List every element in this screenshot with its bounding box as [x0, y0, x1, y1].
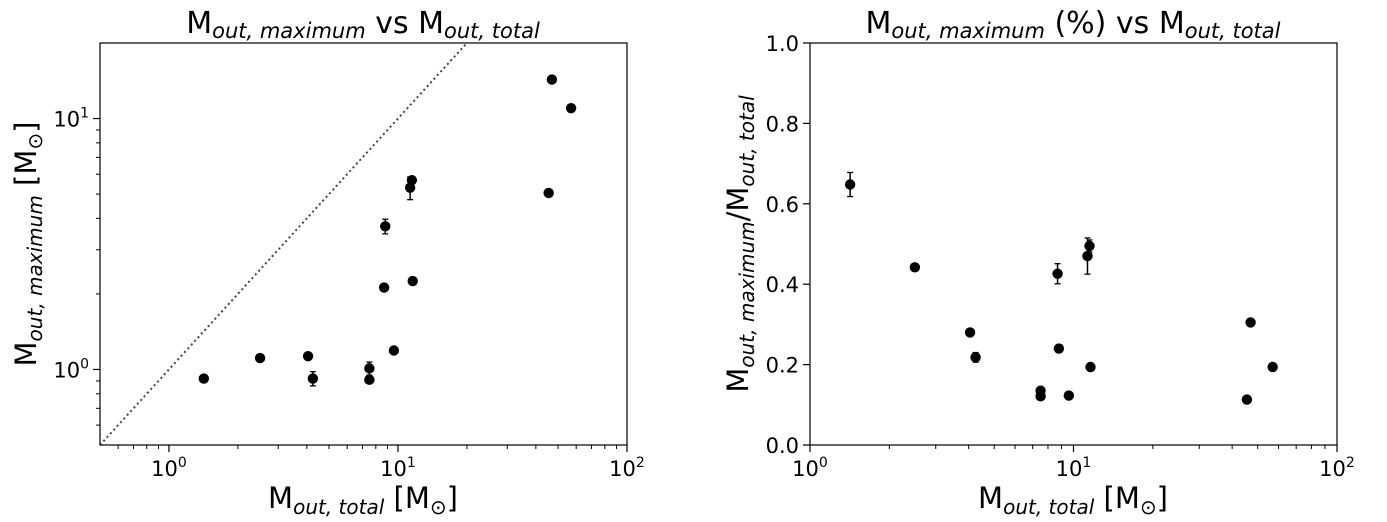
- left-marker: [543, 187, 554, 199]
- left-data-point: [307, 371, 319, 387]
- left-y-tick-label: 101: [53, 106, 89, 132]
- left-data-point: [407, 275, 418, 287]
- left-x-axis-label: Mout, total [M⊙]: [268, 481, 458, 519]
- right-marker: [1085, 361, 1096, 373]
- right-x-ticks: 100 101 102: [792, 455, 1355, 481]
- right-marker: [1035, 391, 1046, 402]
- right-data-point: [1085, 361, 1096, 373]
- right-chart: Mout, maximum (%) vs Mout, total 100 101…: [721, 6, 1355, 519]
- right-x-tick-label: 101: [1056, 455, 1092, 481]
- right-data-point: [970, 351, 981, 363]
- left-data-point: [198, 373, 210, 384]
- left-x-tick-label: 102: [609, 455, 645, 481]
- left-x-ticks: 100 101 102: [151, 455, 645, 481]
- left-marker: [364, 374, 375, 385]
- left-data-point: [380, 218, 391, 235]
- right-y-tick-label: 0.4: [766, 273, 799, 297]
- left-marker: [302, 350, 314, 362]
- left-x-tick-label: 101: [380, 455, 416, 481]
- right-data-point: [1245, 317, 1256, 328]
- right-marker: [1063, 390, 1075, 401]
- left-y-axis-label: Mout, maximum [M⊙]: [9, 122, 47, 367]
- left-data-point: [546, 74, 558, 85]
- right-data-point: [1084, 239, 1095, 253]
- left-marker: [254, 352, 266, 364]
- left-marker: [388, 345, 400, 356]
- left-y-tick-label: 100: [53, 356, 89, 382]
- right-marker: [1084, 240, 1095, 252]
- left-data-point: [406, 174, 418, 186]
- left-marker: [198, 373, 210, 384]
- right-data-point: [1053, 343, 1065, 354]
- left-plot-area: [99, 42, 628, 446]
- right-marker: [970, 352, 981, 363]
- left-tick-marks: [93, 117, 628, 452]
- right-y-tick-label: 0.6: [766, 193, 799, 217]
- right-marker: [1052, 268, 1063, 279]
- right-y-tick-label: 1.0: [766, 32, 799, 56]
- left-data-point: [378, 282, 390, 293]
- left-marker: [565, 102, 577, 114]
- right-points: [844, 171, 1278, 405]
- right-x-tick-label: 102: [1319, 455, 1355, 481]
- left-data-point: [302, 350, 314, 362]
- right-data-point: [909, 262, 921, 273]
- right-marker: [1053, 343, 1065, 354]
- left-data-point: [565, 102, 577, 114]
- left-marker: [364, 363, 375, 374]
- left-axes-frame: [99, 42, 628, 446]
- left-points: [198, 74, 577, 387]
- right-x-tick-label: 100: [792, 455, 828, 481]
- left-chart-title: Mout, maximum vs Mout, total: [186, 6, 540, 43]
- left-data-point: [254, 352, 266, 364]
- left-marker: [380, 221, 391, 232]
- left-marker: [407, 275, 418, 287]
- right-marker: [1267, 361, 1278, 373]
- right-y-ticks: 0.0 0.2 0.4 0.6 0.8 1.0: [766, 32, 799, 458]
- left-marker: [546, 74, 558, 85]
- right-axes-frame: [809, 42, 1338, 446]
- right-marker: [1082, 250, 1093, 262]
- right-marker: [1245, 317, 1256, 328]
- right-x-axis-label: Mout, total [M⊙]: [978, 481, 1168, 519]
- left-reference-line: [100, 43, 468, 445]
- left-marker: [406, 174, 418, 186]
- right-chart-title: Mout, maximum (%) vs Mout, total: [865, 6, 1280, 43]
- right-data-point: [1241, 394, 1253, 405]
- right-data-point: [1052, 263, 1063, 285]
- right-y-axis-label: Mout, maximum/Mout, total: [721, 95, 759, 393]
- left-y-ticks: 100 101: [53, 106, 89, 383]
- right-y-tick-label: 0.8: [766, 112, 799, 136]
- right-data-point: [1267, 361, 1278, 373]
- right-data-point: [1035, 391, 1046, 402]
- right-data-point: [844, 171, 856, 198]
- left-chart: Mout, maximum vs Mout, total 100 101 102…: [9, 6, 645, 519]
- right-marker: [964, 327, 976, 338]
- right-plot-area: [809, 42, 1338, 446]
- left-marker: [307, 373, 319, 384]
- left-marker: [378, 282, 390, 293]
- right-tick-marks: [803, 42, 1338, 452]
- left-data-point: [364, 374, 375, 385]
- left-data-point: [364, 361, 375, 376]
- right-data-point: [964, 327, 976, 338]
- right-marker: [1241, 394, 1253, 405]
- right-y-tick-label: 0.2: [766, 354, 799, 378]
- left-data-point: [543, 187, 554, 199]
- right-marker: [909, 262, 921, 273]
- right-marker: [844, 179, 856, 190]
- right-data-point: [1063, 390, 1075, 401]
- left-data-point: [388, 345, 400, 356]
- right-y-tick-label: 0.0: [766, 434, 799, 458]
- left-x-tick-label: 100: [151, 455, 187, 481]
